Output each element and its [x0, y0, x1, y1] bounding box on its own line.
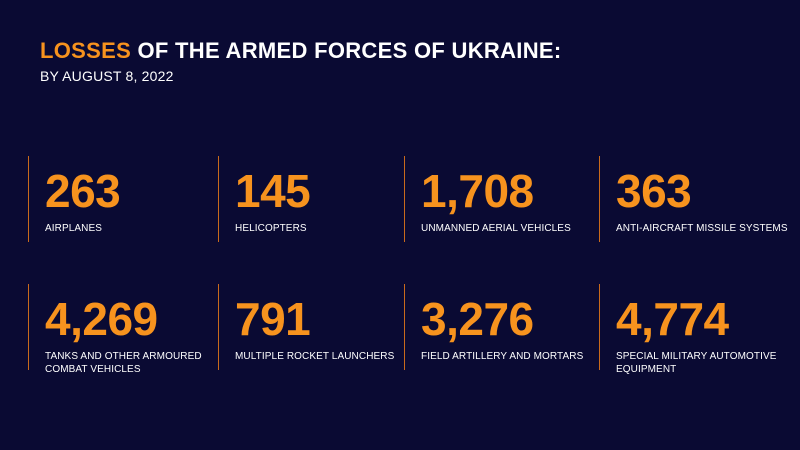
- stat-tanks: 4,269 TANKS AND OTHER ARMOURED COMBAT VE…: [28, 284, 203, 375]
- title-rest: OF THE ARMED FORCES OF UKRAINE:: [131, 38, 562, 63]
- stat-multiple-rocket-launchers: 791 MULTIPLE ROCKET LAUNCHERS: [218, 284, 403, 370]
- stat-field-artillery-and-mortars: 3,276 FIELD ARTILLERY AND MORTARS: [404, 284, 594, 370]
- stat-label: FIELD ARTILLERY AND MORTARS: [421, 351, 584, 362]
- stat-value: 3,276: [421, 293, 534, 345]
- stat-airplanes: 263 AIRPLANES: [28, 156, 203, 242]
- stat-unmanned-aerial-vehicles: 1,708 UNMANNED AERIAL VEHICLES: [404, 156, 594, 242]
- page-subtitle: BY AUGUST 8, 2022: [40, 68, 174, 84]
- stat-label: HELICOPTERS: [235, 223, 307, 234]
- stat-anti-aircraft-missile-systems: 363 ANTI-AIRCRAFT MISSILE SYSTEMS: [599, 156, 794, 242]
- stat-label: AIRPLANES: [45, 223, 103, 234]
- stat-label: TANKS AND OTHER ARMOURED COMBAT VEHICLES: [45, 351, 202, 375]
- stat-value: 4,774: [616, 293, 729, 345]
- stat-label: ANTI-AIRCRAFT MISSILE SYSTEMS: [616, 223, 788, 234]
- page-title: LOSSES OF THE ARMED FORCES OF UKRAINE:: [40, 38, 562, 64]
- stat-helicopters: 145 HELICOPTERS: [218, 156, 393, 242]
- stat-value: 791: [235, 293, 311, 345]
- stat-label: UNMANNED AERIAL VEHICLES: [421, 223, 571, 234]
- title-accent: LOSSES: [40, 38, 132, 63]
- stat-value: 4,269: [45, 293, 158, 345]
- stat-label: SPECIAL MILITARY AUTOMOTIVE EQUIPMENT: [616, 351, 777, 375]
- stat-value: 1,708: [421, 165, 534, 217]
- stat-special-military-automotive-equipment: 4,774 SPECIAL MILITARY AUTOMOTIVE EQUIPM…: [599, 284, 789, 375]
- stat-value: 363: [616, 165, 692, 217]
- stat-value: 263: [45, 165, 121, 217]
- stat-label: MULTIPLE ROCKET LAUNCHERS: [235, 351, 395, 362]
- stat-value: 145: [235, 165, 311, 217]
